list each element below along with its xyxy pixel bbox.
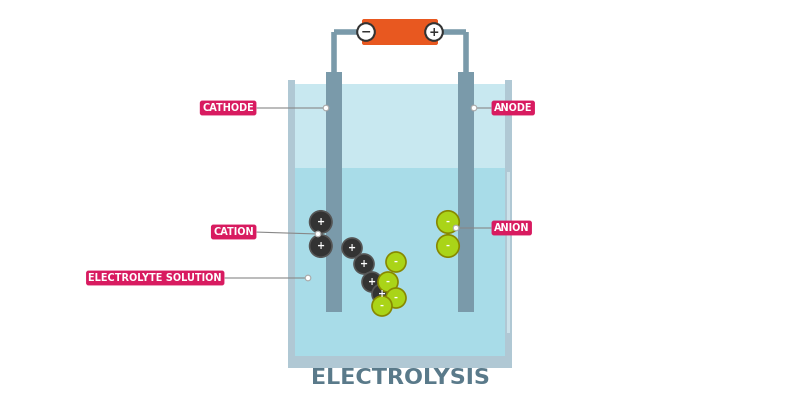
Text: -: - [394, 257, 398, 267]
Circle shape [437, 235, 459, 257]
Circle shape [471, 105, 477, 111]
Circle shape [453, 225, 459, 231]
Polygon shape [326, 72, 342, 312]
Circle shape [378, 272, 398, 292]
Polygon shape [507, 172, 510, 334]
Circle shape [357, 23, 374, 41]
Polygon shape [288, 356, 512, 368]
Text: +: + [368, 277, 376, 287]
Circle shape [315, 231, 321, 237]
Text: +: + [317, 241, 325, 251]
Text: CATHODE: CATHODE [202, 103, 254, 113]
Text: +: + [317, 217, 325, 227]
Polygon shape [295, 168, 505, 356]
Circle shape [354, 254, 374, 274]
Circle shape [306, 275, 310, 281]
Circle shape [437, 211, 459, 233]
FancyBboxPatch shape [362, 19, 438, 45]
Text: +: + [378, 289, 386, 299]
Polygon shape [288, 80, 295, 362]
Text: +: + [348, 243, 356, 253]
Circle shape [372, 284, 392, 304]
Circle shape [323, 105, 329, 111]
Text: CATION: CATION [214, 227, 254, 237]
Text: −: − [361, 26, 371, 38]
Polygon shape [295, 84, 505, 168]
Text: ELECTROLYSIS: ELECTROLYSIS [310, 368, 490, 388]
Circle shape [342, 238, 362, 258]
Text: ANODE: ANODE [494, 103, 533, 113]
Text: -: - [446, 241, 450, 251]
Circle shape [426, 23, 443, 41]
Circle shape [386, 252, 406, 272]
Polygon shape [458, 72, 474, 312]
Text: +: + [360, 259, 368, 269]
Circle shape [372, 296, 392, 316]
Text: +: + [429, 26, 439, 38]
Polygon shape [505, 80, 512, 362]
Text: -: - [394, 293, 398, 303]
Circle shape [362, 272, 382, 292]
Circle shape [310, 235, 332, 257]
Text: ANION: ANION [494, 223, 530, 233]
Text: -: - [380, 301, 384, 311]
Circle shape [310, 211, 332, 233]
Text: ELECTROLYTE SOLUTION: ELECTROLYTE SOLUTION [89, 273, 222, 283]
Text: -: - [446, 217, 450, 227]
Text: -: - [386, 277, 390, 287]
Circle shape [386, 288, 406, 308]
